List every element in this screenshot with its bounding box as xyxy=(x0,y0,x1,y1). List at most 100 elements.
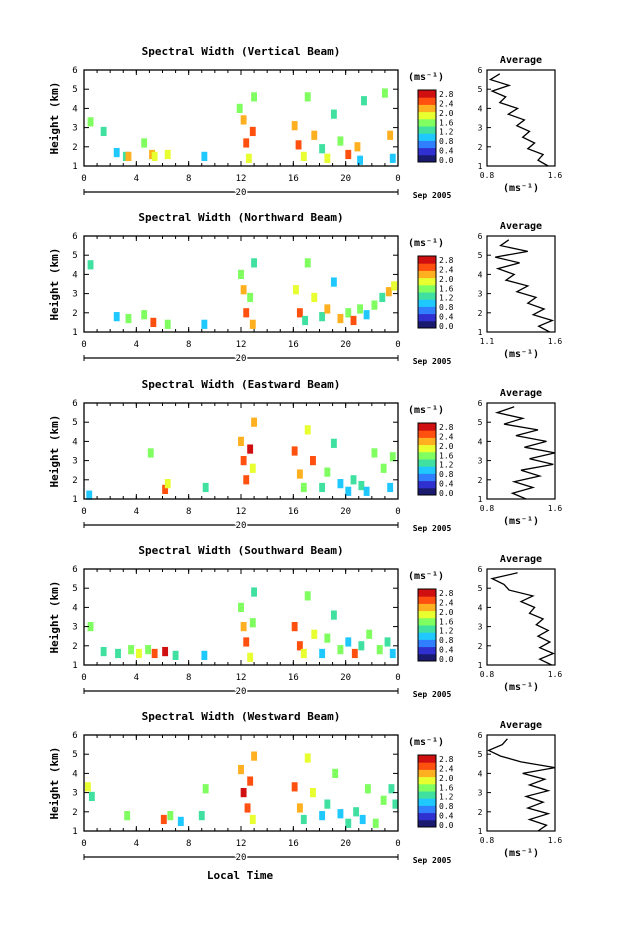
average-frame xyxy=(486,235,556,333)
colorbar-tick-label: 0.4 xyxy=(439,812,454,821)
colorbar-segment xyxy=(418,263,436,271)
heatmap-cell xyxy=(337,136,344,146)
colorbar-segment xyxy=(418,126,436,134)
colorbar-segment xyxy=(418,791,436,799)
x-tick-label: 16 xyxy=(288,839,299,849)
colorbar-segment xyxy=(418,111,436,120)
x-tick-label: 20 xyxy=(340,507,351,517)
heatmap-cell xyxy=(358,641,365,651)
heatmap-cell xyxy=(389,648,396,659)
y-tick-label: 1 xyxy=(72,328,77,338)
heatmap-cell xyxy=(354,142,361,152)
y-tick-label: 3 xyxy=(72,623,77,633)
avg-y-tick-label: 1 xyxy=(478,661,483,670)
heatmap-cell xyxy=(240,787,247,798)
average-profile-line xyxy=(487,738,556,832)
heatmap-cell xyxy=(359,814,366,825)
heatmap-cell xyxy=(162,646,169,657)
avg-y-tick-label: 4 xyxy=(478,769,483,778)
y-tick-label: 2 xyxy=(72,642,77,652)
x-tick-label: 12 xyxy=(236,340,247,350)
heatmap-cell xyxy=(113,312,120,322)
colorbar-segment xyxy=(418,133,436,141)
heatmap-cell xyxy=(319,648,326,659)
y-tick-label: 1 xyxy=(72,495,77,505)
avg-y-tick-label: 1 xyxy=(478,162,483,171)
heatmap-cell xyxy=(151,151,158,162)
heatmap-cell xyxy=(162,484,169,495)
x-tick-label: 0 xyxy=(81,673,86,683)
heatmap-cell xyxy=(238,436,244,447)
heatmap-cell xyxy=(247,444,254,454)
heatmap-cell xyxy=(337,645,344,655)
heatmap-cell xyxy=(385,287,392,297)
colorbar-segment xyxy=(418,617,436,626)
heatmap-cell xyxy=(319,482,326,493)
colorbar-tick-label: 1.6 xyxy=(439,451,454,460)
average-profile-line xyxy=(488,73,549,167)
heatmap-cell xyxy=(238,602,244,613)
colorbar-segment xyxy=(418,118,436,127)
heatmap-cell xyxy=(251,258,258,268)
colorbar-tick-label: 0.8 xyxy=(439,303,454,312)
colorbar-segment xyxy=(418,589,436,597)
heatmap-cell xyxy=(87,621,94,632)
colorbar-segment xyxy=(418,430,436,438)
heatmap-cell xyxy=(243,138,250,148)
heatmap-cell xyxy=(380,795,387,805)
colorbar-tick-label: 2.0 xyxy=(439,608,454,617)
avg-y-tick-label: 6 xyxy=(478,565,483,574)
heatmap-cell xyxy=(249,126,256,137)
y-tick-label: 6 xyxy=(72,731,77,741)
colorbar-tick-label: 1.6 xyxy=(439,284,454,293)
heatmap-cell xyxy=(249,618,256,628)
colorbar-segment xyxy=(418,762,436,770)
colorbar-tick-label: 2.8 xyxy=(439,256,454,265)
avg-y-tick-label: 4 xyxy=(478,437,483,446)
avg-x-tick-label: 0.8 xyxy=(480,171,495,180)
colorbar-tick-label: 0.4 xyxy=(439,147,454,156)
x-tick-label: 4 xyxy=(134,507,139,517)
heatmap-cell xyxy=(389,452,396,462)
heatmap-cell xyxy=(240,115,247,125)
y-axis-label: Height (km) xyxy=(48,248,61,321)
y-tick-label: 4 xyxy=(72,104,77,114)
y-tick-label: 6 xyxy=(72,66,77,76)
avg-y-tick-label: 5 xyxy=(478,750,483,759)
date-label: Sep 2005 xyxy=(413,856,452,865)
x-tick-label: 12 xyxy=(236,839,247,849)
heatmap-cell xyxy=(172,650,179,661)
heatmap-cell xyxy=(363,486,370,496)
heatmap-cell xyxy=(291,621,298,632)
colorbar-tick-label: 1.6 xyxy=(439,783,454,792)
x-tick-label: 4 xyxy=(134,673,139,683)
heatmap-cell xyxy=(387,482,394,493)
colorbar-segment xyxy=(418,292,436,300)
avg-y-tick-label: 5 xyxy=(478,251,483,260)
y-tick-label: 3 xyxy=(72,457,77,467)
average-title: Average xyxy=(500,221,542,232)
avg-y-tick-label: 5 xyxy=(478,418,483,427)
average-title: Average xyxy=(500,554,542,565)
colorbar-segment xyxy=(418,320,436,329)
heatmap-cell xyxy=(372,818,379,828)
colorbar-segment xyxy=(418,610,436,619)
colorbar-tick-label: 0.8 xyxy=(439,802,454,811)
x-tick-label: 0 xyxy=(395,174,400,184)
y-tick-label: 1 xyxy=(72,661,77,671)
average-title: Average xyxy=(500,388,542,399)
heatmap-cell xyxy=(311,629,318,639)
x-tick-label: 8 xyxy=(186,174,191,184)
heatmap-cell xyxy=(345,818,352,828)
x-tick-label: 0 xyxy=(395,340,400,350)
colorbar-segment xyxy=(418,603,436,612)
heatmap-cell xyxy=(141,138,148,148)
heatmap-cell xyxy=(249,463,256,473)
colorbar-tick-label: 1.2 xyxy=(439,627,454,636)
colorbar-segment xyxy=(418,451,436,460)
heatmap-cell xyxy=(125,313,132,324)
avg-y-tick-label: 2 xyxy=(478,642,483,651)
heatmap-cell xyxy=(251,417,258,427)
heatmap-cell xyxy=(296,469,303,479)
colorbar-segment xyxy=(418,466,436,474)
